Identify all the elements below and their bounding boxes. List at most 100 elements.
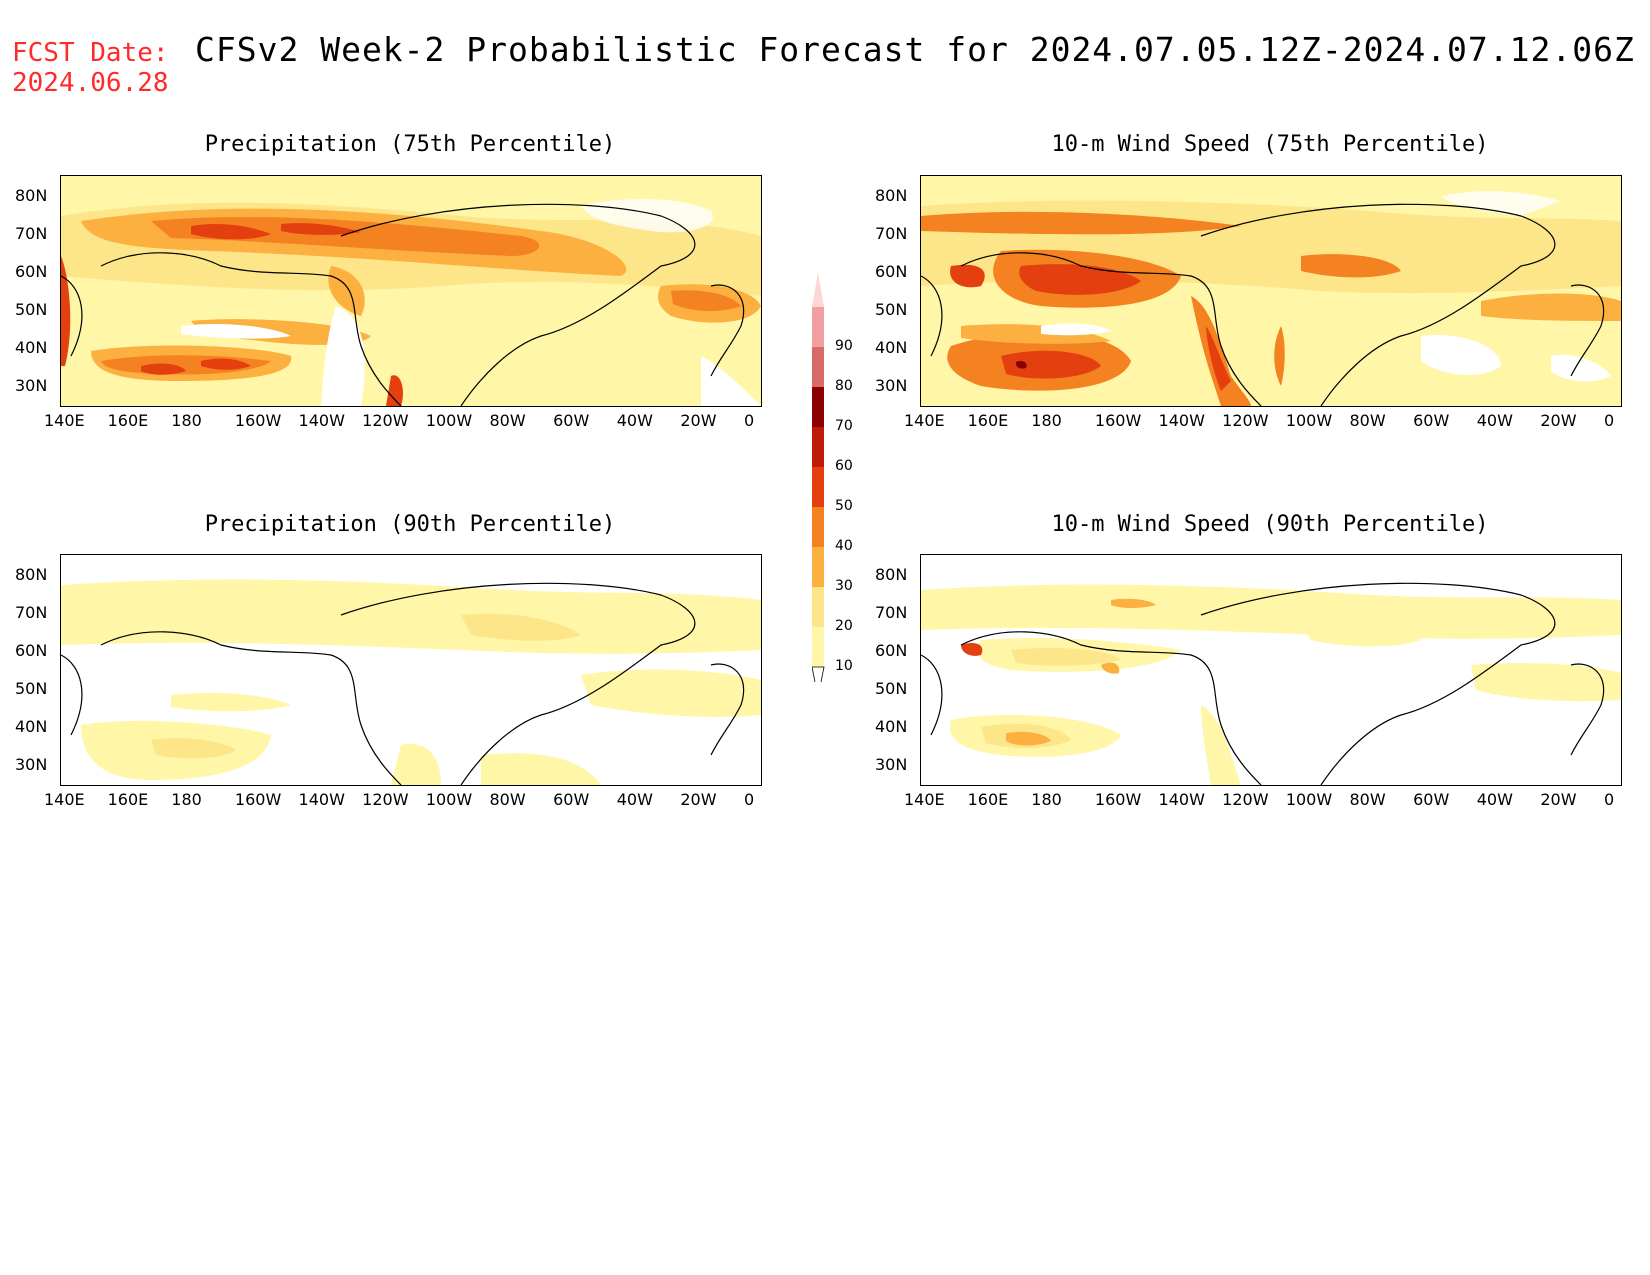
lon-tick-label: 100W (425, 411, 473, 430)
lat-tick-label: 40N (15, 338, 48, 357)
lon-tick-label: 120W (1222, 411, 1269, 430)
lat-tick-label: 30N (15, 376, 48, 395)
lon-tick-label: 20W (680, 411, 717, 430)
fcst-date-label: FCST Date: (12, 38, 169, 68)
lat-tick-label: 60N (875, 262, 908, 281)
lon-tick-label: 160E (107, 790, 149, 809)
colorbar-swatch (812, 507, 824, 547)
colorbar-swatch (812, 627, 824, 667)
lon-tick-label: 140W (1158, 790, 1205, 809)
fcst-date-value: 2024.06.28 (12, 68, 169, 98)
lon-tick-label: 160W (1094, 790, 1142, 809)
lon-tick-label: 0 (744, 790, 755, 809)
lat-tick-label: 40N (875, 338, 908, 357)
lon-tick-label: 20W (680, 790, 717, 809)
map-wind-90 (920, 554, 1622, 786)
lat-tick-label: 80N (15, 186, 48, 205)
colorbar-swatch (812, 387, 824, 427)
lon-tick-label: 160W (1094, 411, 1142, 430)
lat-tick-label: 30N (875, 755, 908, 774)
lon-tick-label: 0 (744, 411, 755, 430)
lon-tick-label: 180 (1031, 411, 1062, 430)
lon-tick-label: 60W (553, 790, 590, 809)
lat-tick-label: 60N (15, 262, 48, 281)
lat-tick-label: 70N (875, 224, 908, 243)
lon-tick-label: 40W (1476, 411, 1513, 430)
lon-tick-label: 20W (1540, 411, 1577, 430)
lat-tick-label: 80N (875, 565, 908, 584)
lat-tick-label: 50N (875, 679, 908, 698)
page-title: CFSv2 Week-2 Probabilistic Forecast for … (195, 30, 1635, 69)
lat-tick-label: 50N (875, 300, 908, 319)
colorbar-bottom-arrow (812, 666, 825, 682)
colorbar-level-label: 10 (835, 658, 853, 674)
lat-tick-label: 70N (875, 603, 908, 622)
lat-tick-label: 70N (15, 224, 48, 243)
colorbar-swatch (812, 347, 824, 387)
colorbar-swatch (812, 587, 824, 627)
lon-tick-label: 80W (1349, 790, 1386, 809)
panel-title-precip-75: Precipitation (75th Percentile) (204, 132, 616, 157)
lon-tick-label: 160E (107, 411, 149, 430)
colorbar-level-label: 50 (835, 498, 853, 514)
lat-tick-label: 50N (15, 679, 48, 698)
lon-tick-label: 120W (362, 411, 409, 430)
lat-tick-label: 80N (875, 186, 908, 205)
lon-tick-label: 140E (904, 790, 945, 809)
lon-tick-label: 100W (1285, 790, 1333, 809)
lat-tick-label: 30N (15, 755, 48, 774)
map-precip-90 (60, 554, 762, 786)
colorbar-level-label: 30 (835, 578, 853, 594)
map-wind-75 (920, 175, 1622, 407)
lon-tick-label: 140E (904, 411, 945, 430)
lon-tick-label: 80W (489, 790, 526, 809)
colorbar-level-label: 60 (835, 458, 853, 474)
lon-tick-label: 20W (1540, 790, 1577, 809)
lat-tick-label: 50N (15, 300, 48, 319)
lon-tick-label: 180 (171, 411, 202, 430)
lat-tick-label: 30N (875, 376, 908, 395)
lon-tick-label: 100W (1285, 411, 1333, 430)
colorbar-swatch (812, 427, 824, 467)
lon-tick-label: 160W (234, 411, 282, 430)
lon-tick-label: 120W (1222, 790, 1269, 809)
lon-tick-label: 160E (967, 790, 1009, 809)
colorbar-level-label: 80 (835, 378, 853, 394)
panel-title-wind-90: 10-m Wind Speed (90th Percentile) (1051, 512, 1489, 537)
lon-tick-label: 80W (489, 411, 526, 430)
lon-tick-label: 120W (362, 790, 409, 809)
lon-tick-label: 180 (1031, 790, 1062, 809)
lon-tick-label: 160W (234, 790, 282, 809)
colorbar-level-label: 40 (835, 538, 853, 554)
lon-tick-label: 0 (1604, 790, 1615, 809)
lon-tick-label: 60W (1413, 411, 1450, 430)
map-precip-75 (60, 175, 762, 407)
lat-tick-label: 80N (15, 565, 48, 584)
colorbar (812, 272, 825, 682)
colorbar-top-arrow (812, 272, 824, 307)
lon-tick-label: 100W (425, 790, 473, 809)
lon-tick-label: 140W (1158, 411, 1205, 430)
colorbar-swatch (812, 467, 824, 507)
colorbar-level-label: 20 (835, 618, 853, 634)
lat-tick-label: 40N (15, 717, 48, 736)
panel-title-wind-75: 10-m Wind Speed (75th Percentile) (1051, 132, 1489, 157)
colorbar-swatch (812, 547, 824, 587)
lon-tick-label: 60W (553, 411, 590, 430)
lon-tick-label: 140W (298, 411, 345, 430)
lon-tick-label: 140W (298, 790, 345, 809)
lon-tick-label: 60W (1413, 790, 1450, 809)
colorbar-level-label: 70 (835, 418, 853, 434)
lon-tick-label: 160E (967, 411, 1009, 430)
lat-tick-label: 60N (875, 641, 908, 660)
lon-tick-label: 40W (1476, 790, 1513, 809)
panel-title-precip-90: Precipitation (90th Percentile) (204, 512, 616, 537)
lat-tick-label: 40N (875, 717, 908, 736)
lon-tick-label: 0 (1604, 411, 1615, 430)
lon-tick-label: 140E (44, 790, 85, 809)
lat-tick-label: 70N (15, 603, 48, 622)
colorbar-swatch (812, 307, 824, 347)
lon-tick-label: 180 (171, 790, 202, 809)
lon-tick-label: 40W (616, 411, 653, 430)
colorbar-level-label: 90 (835, 338, 853, 354)
